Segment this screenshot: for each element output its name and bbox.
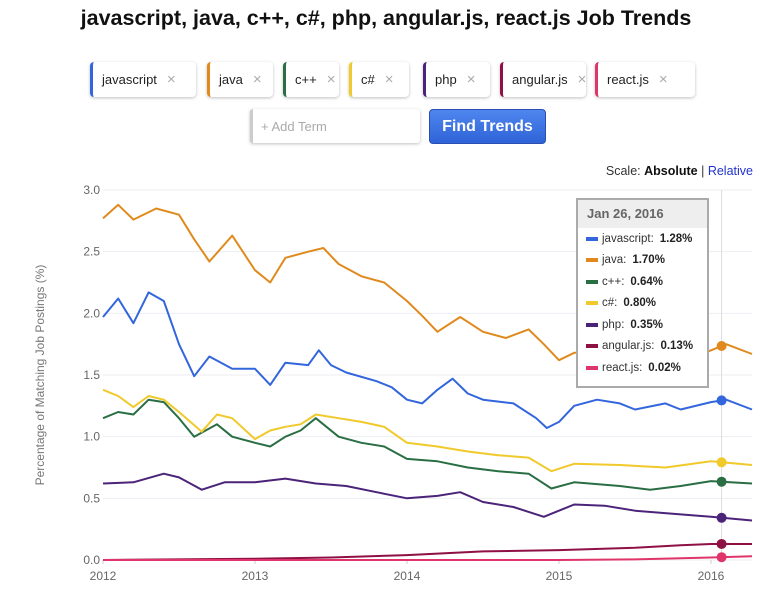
term-label: angular.js [512,72,568,87]
remove-term-icon[interactable]: × [384,71,394,88]
tooltip-series-name: angular.js [602,340,652,353]
tooltip-series-value: 0.02% [648,361,681,374]
hover-point [716,341,727,352]
scale-absolute[interactable]: Absolute [644,164,698,178]
x-tick-label: 2015 [546,569,573,583]
series-swatch [586,258,598,263]
hover-point [716,552,727,563]
term-label: javascript [102,72,157,87]
hover-point [716,512,727,523]
page-title: javascript, java, c++, c#, php, angular.… [80,6,692,30]
tooltip-series-value: 1.70% [632,254,665,267]
y-tick-label: 2.5 [83,245,100,259]
tooltip-row: c++:0.64% [578,271,707,293]
y-tick-label: 0.0 [83,553,100,567]
remove-term-icon[interactable]: × [466,71,476,88]
scale-label: Scale: [605,164,641,178]
tooltip-series-name: c++ [602,275,622,288]
term-label: react.js [607,72,649,87]
y-tick-label: 1.5 [83,368,100,382]
tooltip-series-name: php [602,318,622,331]
hover-tooltip: Jan 26, 2016 javascript:1.28% java:1.70% c… [576,198,709,388]
term-chip[interactable]: java × [207,62,273,97]
tooltip-series-value: 0.35% [630,318,663,331]
term-chip[interactable]: react.js × [595,62,695,97]
term-chip[interactable]: angular.js × [500,62,586,97]
tooltip-series-value: 1.28% [659,232,693,245]
series-line-c [102,398,753,491]
term-label: java [219,72,243,87]
series-swatch [586,322,598,327]
series-line-javascript [102,291,753,429]
x-tick-label: 2014 [394,569,421,583]
term-chip[interactable]: javascript × [90,62,196,97]
tooltip-series-value: 0.80% [623,297,656,310]
series-line-reactjs [103,555,753,561]
hover-point [716,538,727,549]
series-swatch [586,344,598,349]
tooltip-row: php:0.35% [578,314,707,336]
series-swatch [586,236,598,241]
term-label: c# [361,72,375,87]
y-tick-label: 2.0 [83,306,100,320]
term-label: c++ [295,72,317,87]
tooltip-row: angular.js:0.13% [578,336,707,358]
y-axis-label: Percentage of Matching Job Postings (%) [33,265,47,486]
remove-term-icon[interactable]: × [577,71,587,88]
add-term-input[interactable] [250,109,420,143]
y-tick-label: 0.5 [83,491,100,505]
tooltip-series-value: 0.13% [660,340,694,353]
term-label: php [435,72,457,87]
tooltip-series-name: react.js [602,361,640,374]
tooltip-row: javascript:1.28% [578,228,707,250]
series-swatch [586,365,598,370]
term-chip[interactable]: c++ × [283,62,339,97]
scale-separator: | [701,164,705,178]
series-swatch [586,301,598,306]
tooltip-row: java:1.70% [578,250,707,272]
series-line-angularjs [102,543,752,561]
y-tick-label: 1.0 [83,430,100,444]
x-tick-label: 2013 [242,569,269,583]
tooltip-row: react.js:0.02% [578,357,707,379]
term-chip[interactable]: php × [423,62,490,97]
hover-point [716,457,727,468]
scale-toggle: Scale: Absolute | Relative [606,164,753,178]
series-swatch [586,279,598,284]
remove-term-icon[interactable]: × [252,71,262,88]
term-chip[interactable]: c# × [349,62,409,97]
x-tick-label: 2012 [90,569,117,583]
series-line-c [102,388,753,473]
hover-point [716,395,727,406]
find-trends-button[interactable]: Find Trends [429,109,546,144]
y-tick-label: 3.0 [83,183,100,197]
tooltip-row: c#:0.80% [578,293,707,315]
hover-point [716,476,727,487]
scale-relative-link[interactable]: Relative [707,164,753,178]
tooltip-series-value: 0.64% [630,275,663,288]
series-line-php [102,472,753,522]
x-tick-label: 2016 [698,569,725,583]
tooltip-date: Jan 26, 2016 [578,200,707,228]
tooltip-series-name: javascript [602,232,651,245]
remove-term-icon[interactable]: × [658,71,668,88]
tooltip-series-name: c# [602,297,615,310]
tooltip-series-name: java [602,254,624,267]
series-line-java [102,203,753,362]
remove-term-icon[interactable]: × [326,71,336,88]
remove-term-icon[interactable]: × [166,71,176,88]
